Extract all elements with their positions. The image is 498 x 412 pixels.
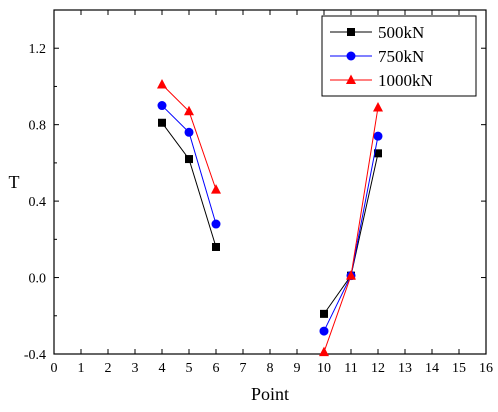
x-tick-label: 12 <box>371 361 385 376</box>
x-axis-ticks: 0 1 2 3 4 5 6 7 8 9 10 11 12 13 14 15 16 <box>51 10 493 376</box>
x-tick-label: 3 <box>132 361 139 376</box>
x-tick-label: 0 <box>51 361 58 376</box>
x-tick-label: 10 <box>317 361 331 376</box>
legend-marker <box>347 28 355 36</box>
x-tick-label: 11 <box>344 361 357 376</box>
legend-label: 750kN <box>378 47 424 66</box>
y-tick-label: 0.0 <box>29 272 47 287</box>
data-point <box>185 155 193 164</box>
x-tick-label: 5 <box>186 361 193 376</box>
data-point <box>320 309 328 318</box>
data-point <box>346 270 356 280</box>
data-point <box>373 131 383 141</box>
data-point <box>374 149 382 158</box>
y-axis-title: T <box>9 172 20 192</box>
legend: 500kN 750kN 1000kN <box>321 15 477 97</box>
data-point <box>157 101 167 111</box>
x-tick-label: 6 <box>213 361 220 376</box>
data-point <box>319 326 329 336</box>
data-point <box>211 219 221 229</box>
data-point <box>157 79 167 89</box>
x-tick-label: 16 <box>479 361 493 376</box>
y-tick-label: 0.4 <box>29 195 47 210</box>
y-tick-label: 0.8 <box>29 119 47 134</box>
data-point <box>211 184 221 194</box>
series-750kN <box>157 101 383 336</box>
x-tick-label: 2 <box>105 361 112 376</box>
series-line <box>161 122 217 248</box>
series-layer <box>157 79 383 357</box>
x-tick-label: 9 <box>294 361 301 376</box>
x-tick-label: 8 <box>267 361 274 376</box>
y-tick-label: -0.4 <box>24 348 46 363</box>
x-axis-title: Point <box>251 384 289 404</box>
series-500kN <box>158 118 382 318</box>
data-point <box>373 101 383 112</box>
legend-item: 750kN <box>330 47 424 66</box>
x-tick-label: 13 <box>398 361 412 376</box>
data-point <box>319 346 329 357</box>
data-point <box>184 127 194 137</box>
legend-label: 1000kN <box>378 71 433 90</box>
series-line <box>161 84 217 190</box>
data-point <box>158 118 166 127</box>
legend-marker <box>346 74 356 84</box>
data-point <box>184 105 194 116</box>
x-tick-label: 14 <box>425 361 439 376</box>
x-tick-label: 1 <box>78 361 85 376</box>
legend-item: 1000kN <box>330 71 433 90</box>
series-1000kN <box>157 79 383 357</box>
y-axis-ticks: -0.4 0.0 0.4 0.8 1.2 <box>24 42 486 363</box>
y-tick-label: 1.2 <box>29 42 47 57</box>
legend-marker <box>346 51 356 61</box>
x-tick-label: 7 <box>240 361 247 376</box>
legend-label: 500kN <box>378 23 424 42</box>
x-tick-label: 4 <box>159 361 166 376</box>
data-point <box>212 242 220 251</box>
x-tick-label: 15 <box>452 361 466 376</box>
legend-item: 500kN <box>330 23 424 42</box>
